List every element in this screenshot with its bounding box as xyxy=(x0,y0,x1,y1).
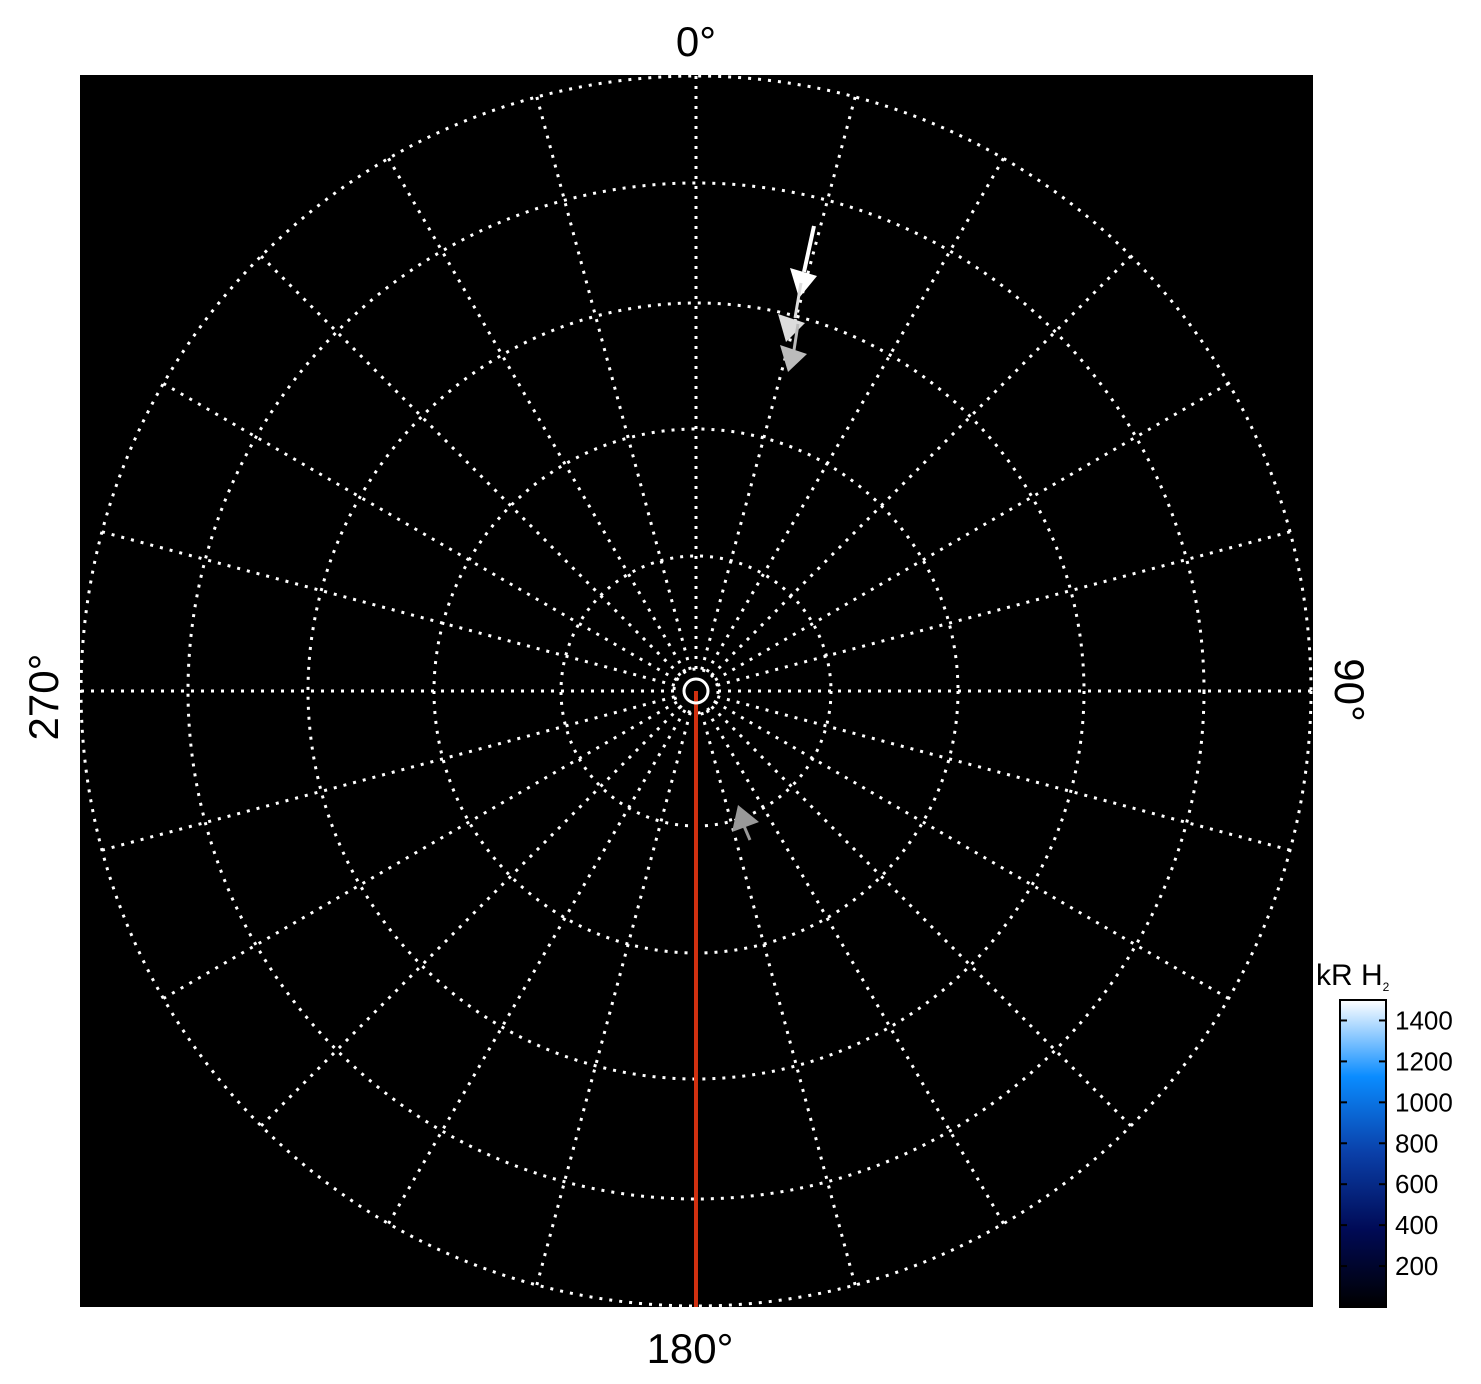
angle-label-bottom: 180° xyxy=(647,1325,734,1372)
arrow-marker xyxy=(732,805,759,841)
colorbar-gradient xyxy=(1339,999,1387,1308)
angle-label-right: 90° xyxy=(1326,658,1373,722)
colorbar-tick-label: 1400 xyxy=(1395,1005,1453,1035)
colorbar-label: kR H2 xyxy=(1316,959,1390,994)
pole-marker xyxy=(682,677,710,705)
angle-label-left: 270° xyxy=(20,654,67,741)
grid-circle xyxy=(306,301,1086,1081)
colorbar-ticks: 200 400 600 800 1000 1200 1400 xyxy=(1340,1005,1453,1281)
grid-circle xyxy=(186,181,1206,1201)
colorbar-label-main: kR H xyxy=(1316,959,1383,992)
colorbar-tick-label: 200 xyxy=(1395,1251,1438,1281)
colorbar-tick-label: 1000 xyxy=(1395,1087,1453,1117)
colorbar: kR H2 200 400 600 800 1000 1200 1400 xyxy=(1316,959,1453,1308)
colorbar-tick-label: 1200 xyxy=(1395,1046,1453,1076)
arrow-marker xyxy=(790,225,817,298)
arrow-marker xyxy=(780,323,807,372)
arrow-marker xyxy=(778,282,805,342)
angle-label-top: 0° xyxy=(676,18,716,65)
arrows xyxy=(732,225,817,841)
colorbar-tick-label: 400 xyxy=(1395,1210,1438,1240)
colorbar-tick-label: 600 xyxy=(1395,1169,1438,1199)
colorbar-tick-label: 800 xyxy=(1395,1128,1438,1158)
colorbar-label-subscript: 2 xyxy=(1383,980,1390,994)
